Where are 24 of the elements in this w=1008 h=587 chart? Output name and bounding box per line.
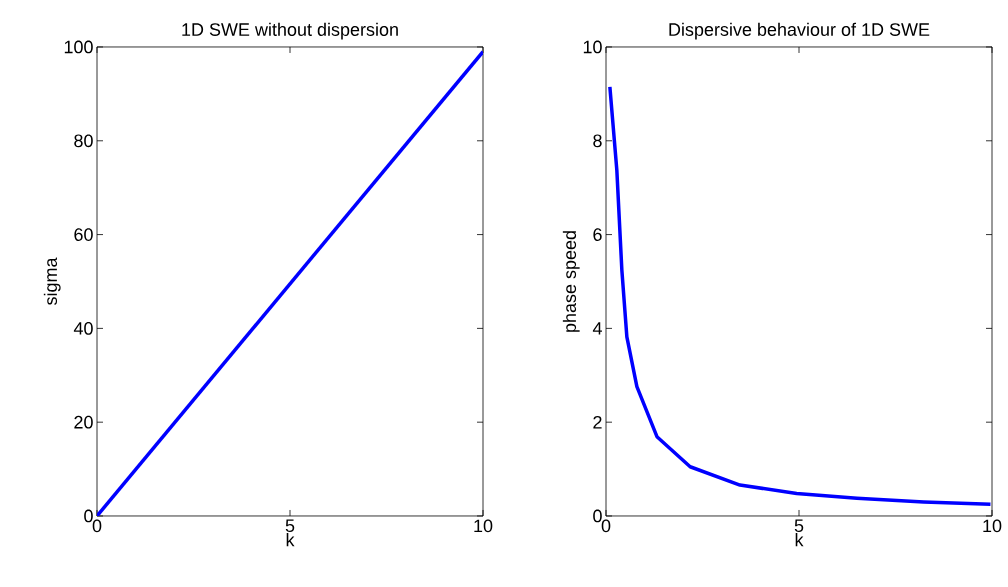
y-tick-label: 0 [84, 509, 93, 523]
y-tick-label: 6 [593, 228, 602, 241]
line-series [608, 85, 993, 507]
chart-title: 1D SWE without dispersion [182, 22, 398, 40]
x-tick-label: 5 [285, 519, 295, 533]
y-tick-label: 80 [74, 134, 93, 148]
x-tick-label: 10 [983, 519, 1002, 533]
y-tick-label: 0 [593, 509, 602, 523]
y-axis-title: sigma [43, 257, 61, 305]
x-tick-label: 10 [474, 519, 493, 533]
y-tick-label: 20 [74, 415, 93, 429]
y-tick-label: 8 [593, 134, 602, 148]
y-axis-title: phase speed [562, 231, 580, 332]
y-tick-label: 100 [64, 40, 93, 54]
x-tick-label: 0 [92, 519, 102, 533]
y-tick-label: 4 [592, 322, 602, 335]
y-tick-label: 40 [73, 322, 93, 335]
y-tick-label: 60 [74, 228, 93, 241]
chart-title: Dispersive behaviour of 1D SWE [669, 22, 930, 40]
x-axis-title: k [286, 533, 295, 547]
x-tick-label: 5 [794, 519, 804, 533]
x-axis-title: k [795, 533, 804, 547]
y-tick-label: 2 [593, 415, 602, 429]
y-tick-label: 10 [583, 40, 602, 54]
